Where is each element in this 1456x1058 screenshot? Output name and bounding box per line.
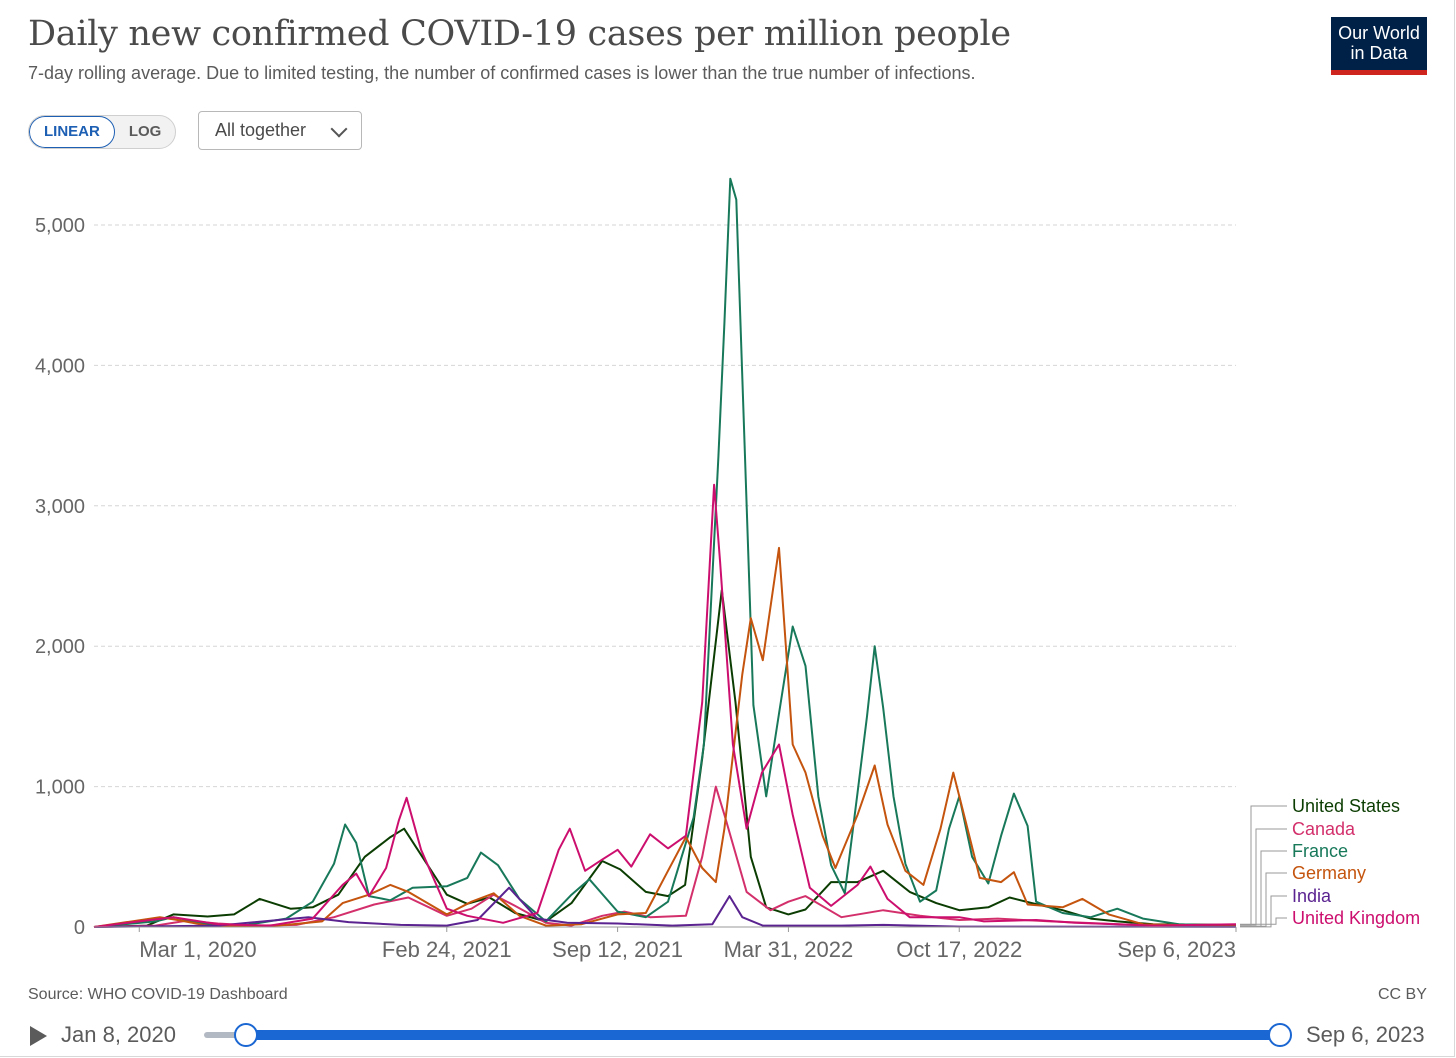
legend-label-india[interactable]: India [1292,886,1332,906]
y-tick-label: 2,000 [35,636,85,658]
y-tick-label: 0 [74,917,85,939]
series-layer [94,179,1236,927]
series-line-united-kingdom[interactable] [94,485,1236,927]
y-tick-label: 4,000 [35,355,85,377]
series-line-germany[interactable] [94,548,1236,927]
x-tick-label: Sep 6, 2023 [1117,937,1236,962]
y-tick-label: 3,000 [35,496,85,518]
legend-connector [1240,918,1287,924]
x-tick-label: Oct 17, 2022 [896,937,1022,962]
timeline-start-handle[interactable] [234,1023,258,1047]
legend-connector [1240,896,1287,927]
x-tick-label: Feb 24, 2021 [382,937,512,962]
timeline-selected-range[interactable] [246,1030,1280,1040]
legend-label-canada[interactable]: Canada [1292,819,1356,839]
legend-connector [1240,806,1287,925]
y-tick-label: 5,000 [35,215,85,237]
grid-layer [94,225,1236,787]
legend-connector [1240,829,1287,925]
source-note[interactable]: Source: WHO COVID-19 Dashboard [28,986,288,1004]
timeline-start-label: Jan 8, 2020 [61,1022,176,1048]
legend-label-united-states[interactable]: United States [1292,796,1400,816]
series-line-france[interactable] [94,179,1236,927]
legend-label-france[interactable]: France [1292,841,1348,861]
legend-label-united-kingdom[interactable]: United Kingdom [1292,908,1420,928]
y-tick-label: 1,000 [35,777,85,799]
license-link[interactable]: CC BY [1378,986,1427,1004]
x-tick-label: Mar 31, 2022 [724,937,854,962]
x-tick-label: Sep 12, 2021 [552,937,683,962]
timeline-end-handle[interactable] [1268,1023,1292,1047]
line-chart: 0 1,000 2,000 3,000 4,000 5,000 Mar 1, 2020 Feb… [0,0,1456,980]
axis-layer: 0 1,000 2,000 3,000 4,000 5,000 Mar 1, 2020 Feb… [35,215,1236,962]
play-icon[interactable] [30,1026,47,1046]
legend-connector [1240,851,1287,926]
legend-label-germany[interactable]: Germany [1292,863,1366,883]
x-tick-label: Mar 1, 2020 [139,937,256,962]
timeline-end-label: Sep 6, 2023 [1306,1022,1425,1048]
